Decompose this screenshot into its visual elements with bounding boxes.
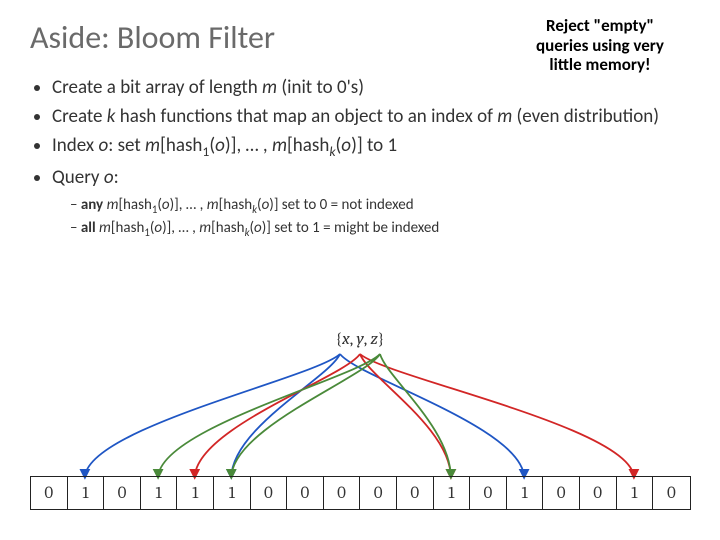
bit-cell: 0 <box>397 477 434 509</box>
bit-cell: 0 <box>360 477 397 509</box>
hash-arrow <box>195 354 360 478</box>
bit-cell: 1 <box>68 477 105 509</box>
hash-arrow <box>360 354 634 478</box>
sub-list: any m[hash1(o)], … , m[hashk(o)] set to … <box>52 196 690 241</box>
bit-cell: 0 <box>580 477 617 509</box>
bit-cell: 1 <box>434 477 471 509</box>
bit-cell: 1 <box>141 477 178 509</box>
slide-title: Aside: Bloom Filter <box>30 18 275 57</box>
bullet-4: Query o: any m[hash1(o)], … , m[hashk(o)… <box>52 165 690 241</box>
sub-1: any m[hash1(o)], … , m[hashk(o)] set to … <box>70 196 690 217</box>
bullet-list: Create a bit array of length m (init to … <box>30 75 690 241</box>
bullet-2: Create k hash functions that map an obje… <box>52 104 690 129</box>
hash-arrow <box>340 354 524 478</box>
set-label: {x, y, z} <box>336 330 385 349</box>
bit-cell: 0 <box>543 477 580 509</box>
bit-cell: 1 <box>507 477 544 509</box>
bit-cell: 0 <box>470 477 507 509</box>
bit-cell: 0 <box>324 477 361 509</box>
hash-arrow <box>158 354 380 478</box>
bit-cell: 1 <box>177 477 214 509</box>
bit-cell: 1 <box>214 477 251 509</box>
hash-arrow <box>85 354 340 478</box>
bit-array: 010111000001010010 <box>30 476 691 510</box>
hash-arrows <box>30 348 690 480</box>
hash-arrow <box>380 354 451 478</box>
bloom-diagram: {x, y, z} 010111000001010010 <box>30 330 690 520</box>
bit-cell: 0 <box>104 477 141 509</box>
sub-2: all m[hash1(o)], … , m[hashk(o)] set to … <box>70 219 690 240</box>
memory-note: Reject "empty" queries using very little… <box>510 16 690 75</box>
bit-cell: 0 <box>287 477 324 509</box>
bullet-1: Create a bit array of length m (init to … <box>52 75 690 100</box>
bit-cell: 1 <box>617 477 654 509</box>
bullet-3: Index o: set m[hash1(o)], … , m[hashk(o)… <box>52 133 690 161</box>
bit-cell: 0 <box>31 477 68 509</box>
bit-cell: 0 <box>251 477 288 509</box>
bit-cell: 0 <box>653 477 690 509</box>
